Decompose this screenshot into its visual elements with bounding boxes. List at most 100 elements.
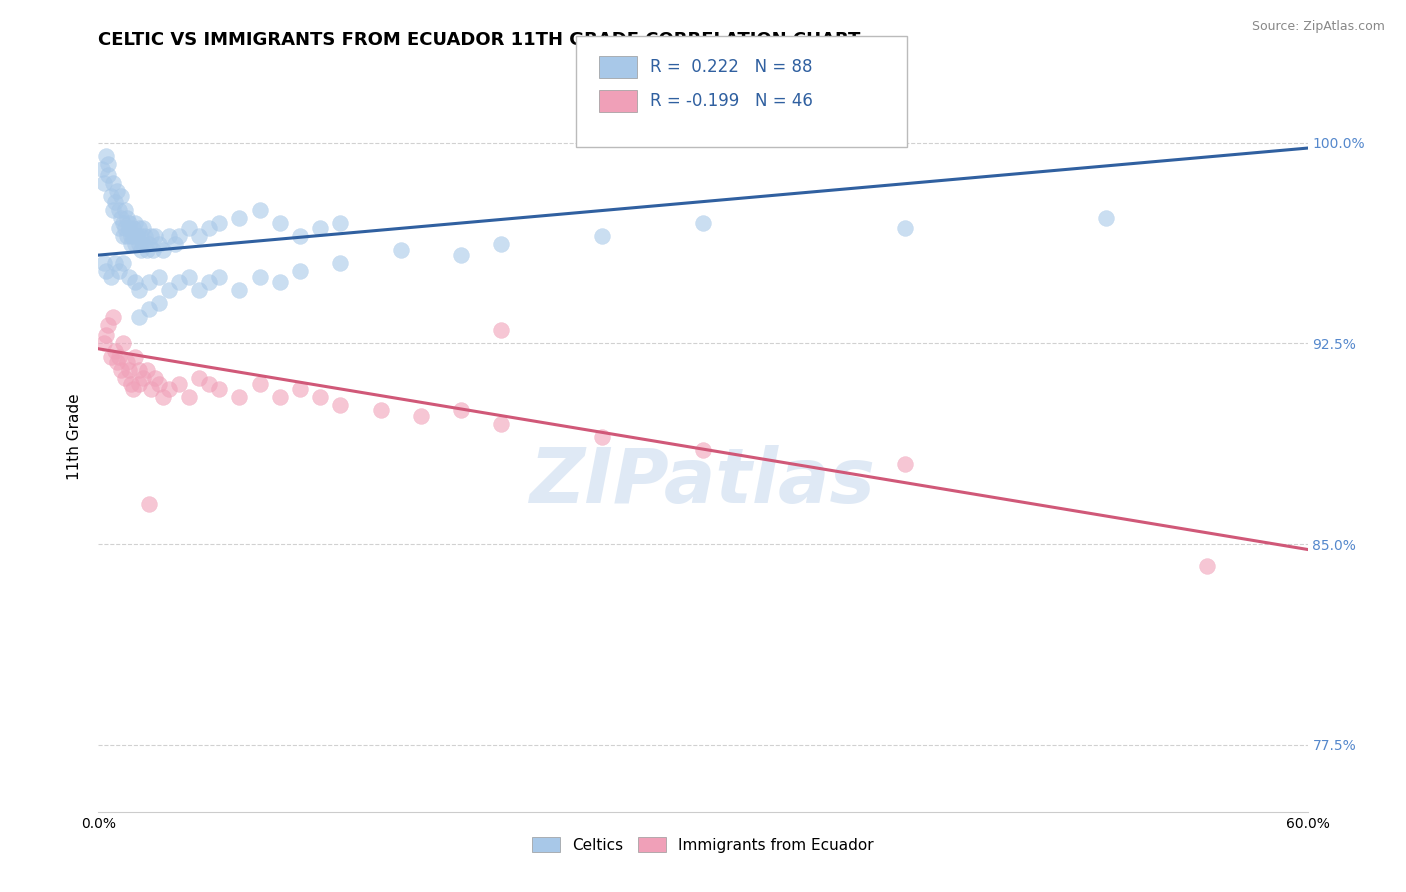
- Point: [249, 269, 271, 284]
- Point: [110, 363, 132, 377]
- Point: [91, 162, 114, 177]
- Point: [120, 237, 142, 252]
- Point: [208, 216, 231, 230]
- Point: [143, 229, 166, 244]
- Point: [309, 221, 332, 235]
- Point: [893, 221, 915, 235]
- Point: [179, 269, 201, 284]
- Point: [100, 189, 122, 203]
- Point: [107, 221, 129, 235]
- Point: [96, 149, 118, 163]
- Point: [692, 443, 714, 458]
- Text: Source: ZipAtlas.com: Source: ZipAtlas.com: [1251, 20, 1385, 33]
- Point: [129, 229, 152, 244]
- Point: [491, 417, 513, 431]
- Point: [692, 216, 714, 230]
- Point: [148, 237, 170, 252]
- Text: ZIPatlas: ZIPatlas: [530, 445, 876, 519]
- Point: [97, 318, 120, 332]
- Point: [167, 275, 190, 289]
- Point: [591, 430, 613, 444]
- Point: [110, 189, 132, 203]
- Point: [228, 283, 250, 297]
- Point: [228, 211, 250, 225]
- Point: [121, 221, 143, 235]
- Point: [228, 390, 250, 404]
- Point: [288, 382, 311, 396]
- Point: [118, 216, 141, 230]
- Point: [128, 376, 150, 391]
- Point: [120, 229, 142, 244]
- Point: [188, 283, 211, 297]
- Point: [111, 336, 134, 351]
- Point: [97, 168, 120, 182]
- Point: [103, 344, 125, 359]
- Point: [118, 269, 141, 284]
- Point: [198, 376, 221, 391]
- Point: [132, 221, 155, 235]
- Point: [93, 336, 115, 351]
- Point: [120, 376, 142, 391]
- Point: [1195, 558, 1218, 573]
- Point: [132, 237, 155, 252]
- Point: [107, 202, 129, 217]
- Point: [148, 376, 170, 391]
- Point: [389, 243, 412, 257]
- Point: [96, 264, 118, 278]
- Point: [110, 211, 132, 225]
- Point: [128, 221, 150, 235]
- Point: [138, 275, 160, 289]
- Point: [188, 229, 211, 244]
- Point: [208, 382, 231, 396]
- Point: [115, 229, 138, 244]
- Text: R =  0.222   N = 88: R = 0.222 N = 88: [650, 58, 813, 76]
- Point: [138, 301, 160, 316]
- Point: [100, 269, 122, 284]
- Text: R = -0.199   N = 46: R = -0.199 N = 46: [650, 92, 813, 110]
- Point: [269, 275, 291, 289]
- Point: [249, 376, 271, 391]
- Point: [138, 237, 160, 252]
- Point: [198, 275, 221, 289]
- Point: [93, 256, 115, 270]
- Point: [107, 350, 129, 364]
- Point: [157, 229, 180, 244]
- Point: [118, 363, 141, 377]
- Point: [167, 229, 190, 244]
- Point: [121, 382, 143, 396]
- Point: [198, 221, 221, 235]
- Point: [124, 350, 146, 364]
- Point: [370, 403, 392, 417]
- Point: [163, 237, 186, 252]
- Point: [101, 202, 124, 217]
- Point: [97, 157, 120, 171]
- Point: [100, 350, 122, 364]
- Point: [128, 363, 150, 377]
- Point: [143, 371, 166, 385]
- Text: CELTIC VS IMMIGRANTS FROM ECUADOR 11TH GRADE CORRELATION CHART: CELTIC VS IMMIGRANTS FROM ECUADOR 11TH G…: [98, 31, 860, 49]
- Point: [249, 202, 271, 217]
- Point: [115, 211, 138, 225]
- Point: [288, 229, 311, 244]
- Point: [152, 243, 174, 257]
- Point: [124, 275, 146, 289]
- Point: [114, 202, 136, 217]
- Point: [450, 248, 472, 262]
- Point: [138, 497, 160, 511]
- Point: [139, 229, 162, 244]
- Point: [132, 371, 155, 385]
- Point: [135, 243, 157, 257]
- Point: [128, 237, 150, 252]
- Legend: Celtics, Immigrants from Ecuador: Celtics, Immigrants from Ecuador: [533, 837, 873, 853]
- Point: [450, 403, 472, 417]
- Point: [107, 264, 129, 278]
- Point: [101, 176, 124, 190]
- Point: [157, 382, 180, 396]
- Point: [329, 398, 352, 412]
- Point: [139, 382, 162, 396]
- Point: [142, 243, 165, 257]
- Point: [129, 243, 152, 257]
- Point: [269, 390, 291, 404]
- Point: [188, 371, 211, 385]
- Point: [329, 256, 352, 270]
